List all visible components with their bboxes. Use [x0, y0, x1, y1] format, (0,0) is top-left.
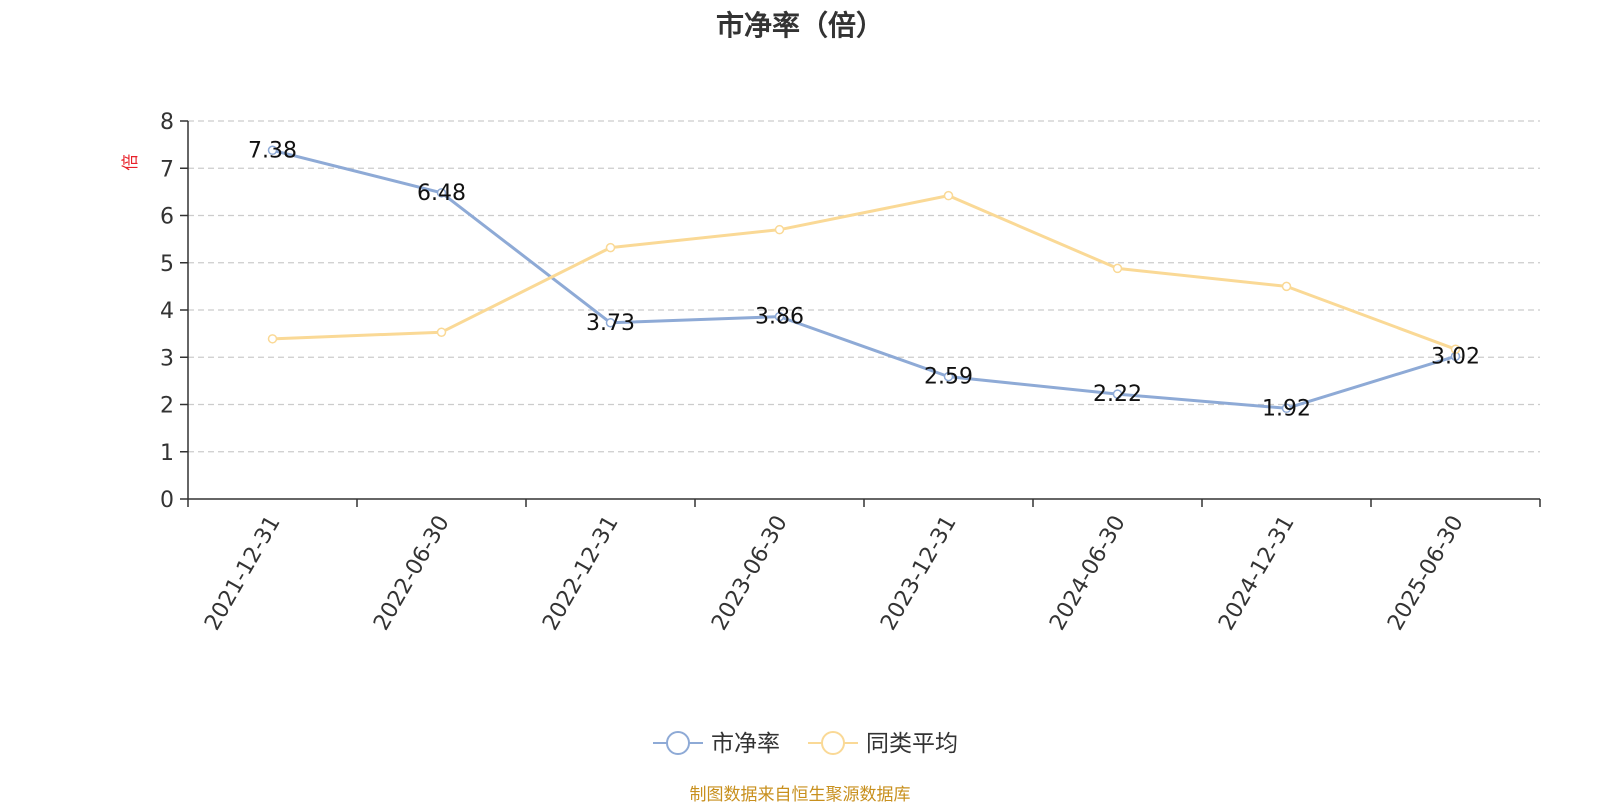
x-tick-label: 2021-12-31	[200, 512, 286, 635]
data-point-1	[1281, 403, 1292, 414]
data-label: 3.02	[1431, 344, 1480, 369]
data-point-1	[774, 311, 785, 322]
data-label: 2.59	[924, 365, 973, 390]
x-tick-label: 2024-06-30	[1045, 512, 1131, 635]
data-point-2	[605, 242, 616, 253]
data-point-1	[267, 145, 278, 156]
series-line-2	[272, 194, 1457, 351]
data-point-1	[605, 318, 616, 328]
data-label: 7.38	[248, 138, 297, 163]
data-point-1	[943, 371, 954, 382]
x-tick-label: 2023-06-30	[707, 512, 793, 635]
y-axis-unit-label: 倍	[121, 154, 141, 171]
data-point-2	[1450, 344, 1461, 354]
x-tick-label: 2025-06-30	[1383, 512, 1469, 635]
y-tick-label: 5	[160, 252, 174, 277]
data-point-2	[1112, 263, 1123, 274]
y-tick-label: 3	[160, 346, 174, 371]
x-tick-label: 2023-12-31	[876, 512, 962, 635]
legend-marker-1	[666, 731, 690, 755]
legend-label-2: 同类平均	[866, 731, 958, 757]
legend-label-1: 市净率	[711, 731, 780, 757]
data-label: 3.73	[586, 311, 635, 336]
data-point-1	[1112, 389, 1123, 399]
data-point-1	[436, 188, 447, 198]
series-line-1	[272, 148, 1456, 410]
data-point-2	[774, 224, 785, 235]
x-tick-label: 2022-06-30	[369, 512, 455, 635]
data-label: 2.22	[1093, 382, 1142, 407]
chart-title: 市净率（倍）	[715, 9, 884, 42]
data-label: 3.86	[755, 305, 804, 330]
x-tick-label: 2024-12-31	[1214, 512, 1300, 635]
legend-marker-2	[821, 731, 845, 755]
data-point-2	[943, 190, 954, 201]
data-point-2	[267, 334, 278, 344]
y-tick-label: 6	[160, 205, 174, 230]
data-label: 6.48	[417, 181, 466, 206]
source-note: 制图数据来自恒生聚源数据库	[689, 785, 911, 805]
y-tick-label: 0	[160, 488, 174, 513]
y-tick-label: 7	[160, 157, 174, 182]
y-tick-label: 1	[160, 441, 174, 466]
data-label: 1.92	[1262, 396, 1311, 421]
x-tick-label: 2022-12-31	[538, 512, 624, 635]
data-point-2	[436, 327, 447, 337]
y-tick-label: 4	[160, 299, 174, 324]
y-tick-label: 8	[160, 110, 174, 135]
y-tick-label: 2	[160, 394, 174, 419]
data-point-2	[1281, 281, 1292, 292]
